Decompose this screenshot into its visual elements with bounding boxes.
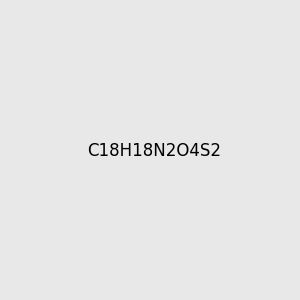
Text: C18H18N2O4S2: C18H18N2O4S2 <box>87 142 221 160</box>
